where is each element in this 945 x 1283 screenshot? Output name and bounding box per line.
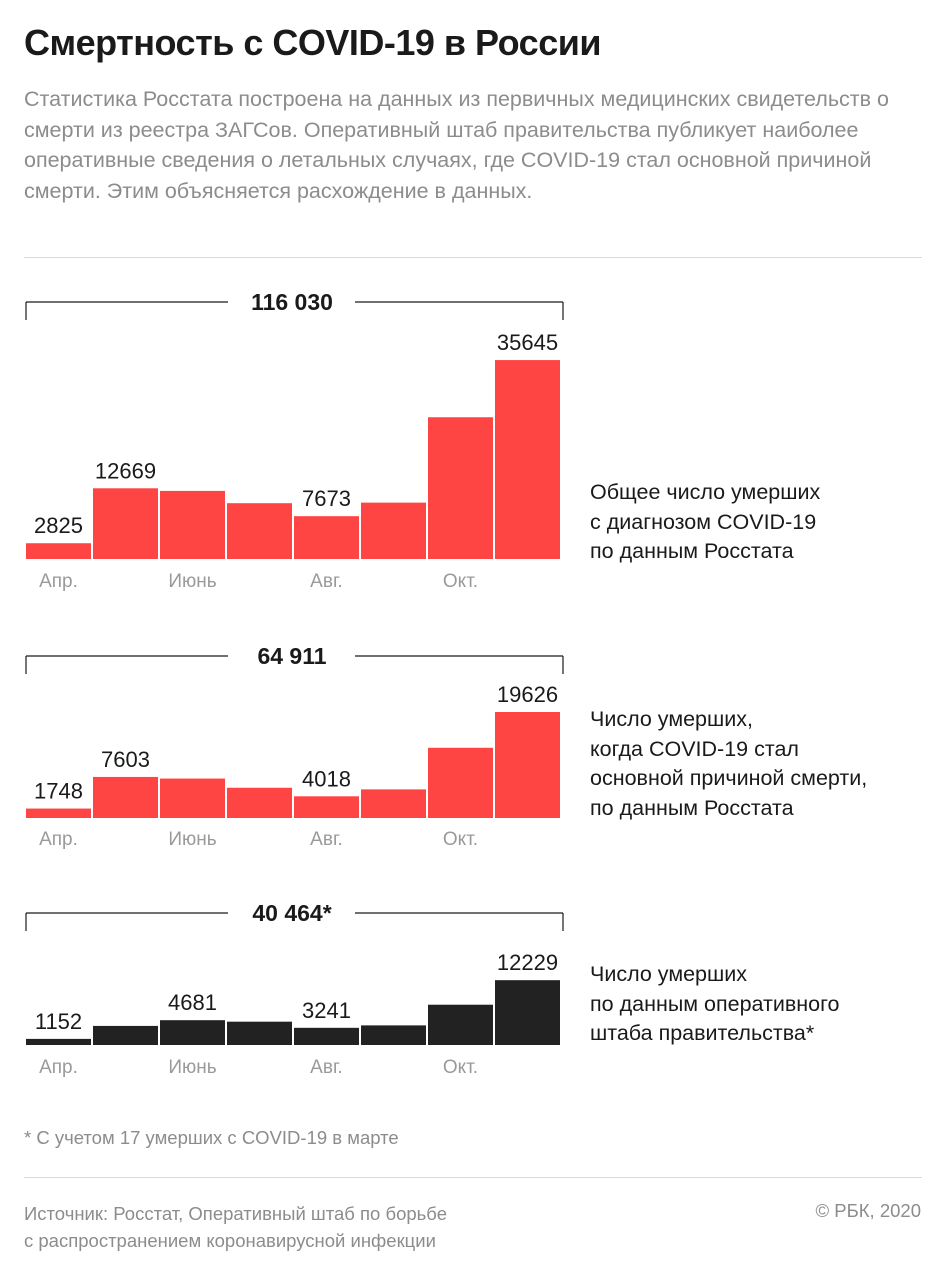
bar xyxy=(26,808,91,818)
page-subtitle: Статистика Росстата построена на данных … xyxy=(24,87,889,203)
bar xyxy=(26,543,91,559)
bar xyxy=(361,789,426,818)
bar xyxy=(294,796,359,818)
value-label: 7603 xyxy=(101,747,150,772)
source: Источник: Росстат, Оперативный штаб по б… xyxy=(24,1200,447,1254)
bar xyxy=(227,787,292,818)
x-tick-label: Окт. xyxy=(443,829,478,850)
page-title: Смертность с COVID-19 в России xyxy=(24,22,601,63)
description-line: штаба правительства* xyxy=(590,1021,815,1045)
x-tick-label: Апр. xyxy=(39,1057,78,1078)
value-label: 12229 xyxy=(497,950,558,975)
chart-operational-hq: 40 464* 1152 Апр. 4681 Июнь 3241 Авг. Окт. 12229 xyxy=(25,900,564,1078)
footnote: * С учетом 17 умерших с COVID-19 в марте xyxy=(24,1127,399,1148)
bar xyxy=(227,503,292,559)
value-label: 12669 xyxy=(95,458,156,483)
value-label: 3241 xyxy=(302,998,351,1023)
bar xyxy=(361,1025,426,1045)
bar xyxy=(495,980,560,1045)
bar xyxy=(428,417,493,559)
description-line: Число умерших xyxy=(590,962,748,986)
x-tick-label: Авг. xyxy=(310,1057,343,1078)
value-label: 1152 xyxy=(35,1009,82,1034)
bar xyxy=(428,747,493,818)
chart-operational-hq-description: Число умерших по данным оперативного шта… xyxy=(590,960,839,1049)
bar xyxy=(428,1004,493,1045)
bar xyxy=(26,1038,91,1045)
value-label: 35645 xyxy=(497,330,558,355)
description-line: по данным Росстата xyxy=(590,795,794,820)
value-label: 4681 xyxy=(168,990,217,1015)
x-tick-label: Авг. xyxy=(310,571,343,592)
bar xyxy=(227,1021,292,1045)
chart-main-cause-rosstat: 64 911 1748 Апр. 7603 Июнь 4018 Авг. Окт. 19626 xyxy=(25,643,564,850)
x-tick-label: Окт. xyxy=(443,1057,478,1078)
top-divider xyxy=(24,257,922,258)
bar xyxy=(160,1020,225,1045)
bar xyxy=(160,490,225,559)
description-line: по данным оперативного xyxy=(590,991,840,1016)
total-label: 40 464* xyxy=(252,900,331,926)
x-tick-label: Июнь xyxy=(168,571,216,592)
bar xyxy=(495,712,560,818)
total-label: 116 030 xyxy=(251,289,333,315)
x-tick-label: Апр. xyxy=(39,571,78,592)
description-line: Общее число умерших xyxy=(590,480,821,504)
bar xyxy=(160,778,225,818)
bottom-divider xyxy=(24,1177,922,1178)
source-line: с распространением коронавирусной инфекц… xyxy=(24,1230,436,1251)
x-tick-label: Июнь xyxy=(168,829,216,850)
bar xyxy=(93,776,158,818)
total-label: 64 911 xyxy=(257,643,326,669)
chart-main-cause-description: Число умерших, когда COVID-19 стал основ… xyxy=(590,705,867,823)
value-label: 2825 xyxy=(34,513,83,538)
description-line: по данным Росстата xyxy=(590,539,794,563)
description-line: Число умерших, xyxy=(590,707,753,731)
bar xyxy=(294,1027,359,1045)
bar xyxy=(93,1025,158,1045)
x-tick-label: Апр. xyxy=(39,829,78,850)
bar xyxy=(361,502,426,559)
description-line: когда COVID-19 стал xyxy=(590,736,799,761)
x-tick-label: Июнь xyxy=(168,1057,216,1078)
x-tick-label: Окт. xyxy=(443,571,478,592)
value-label: 1748 xyxy=(34,779,83,804)
bar xyxy=(495,360,560,559)
value-label: 4018 xyxy=(302,766,351,791)
bar xyxy=(294,516,359,559)
source-line: Источник: Росстат, Оперативный штаб по б… xyxy=(24,1203,447,1224)
bar xyxy=(93,488,158,559)
description-line: с диагнозом COVID-19 xyxy=(590,509,817,534)
value-label: 19626 xyxy=(497,682,558,707)
chart-total-deaths-rosstat: 116 030 2825 Апр. 12669 Июнь 7673 Авг. Окт. 3564… xyxy=(25,289,564,592)
chart-total-deaths-description: Общее число умерших с диагнозом COVID-19… xyxy=(590,478,820,567)
description-line: основной причиной смерти, xyxy=(590,766,868,790)
copyright: © РБК, 2020 xyxy=(815,1200,921,1221)
x-tick-label: Авг. xyxy=(310,829,343,850)
value-label: 7673 xyxy=(302,486,351,511)
